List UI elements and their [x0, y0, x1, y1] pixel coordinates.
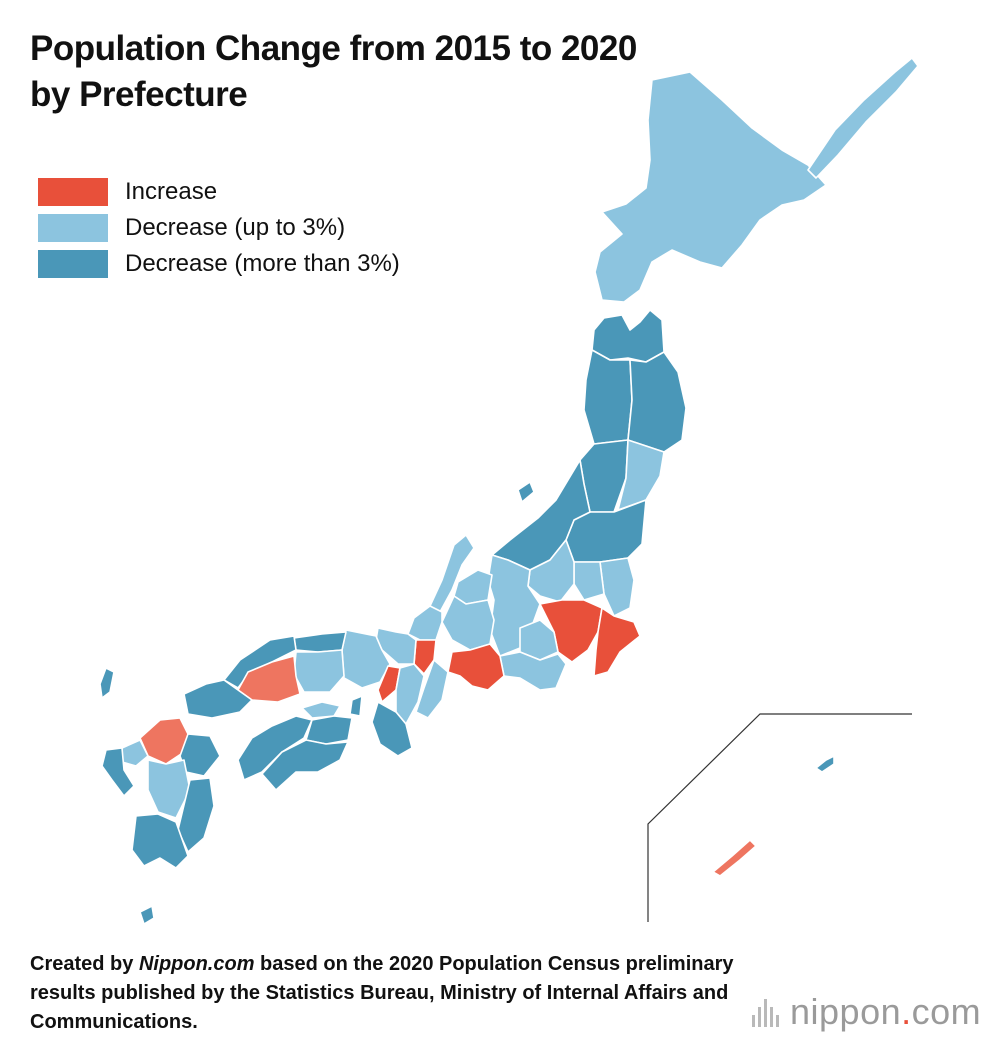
legend-item-increase: Increase [38, 174, 400, 210]
region-iwate [627, 351, 687, 453]
source-note: Created by Nippon.com based on the 2020 … [30, 950, 750, 1037]
title-line-2: by Prefecture [30, 75, 248, 114]
region-niigata-sado [517, 481, 535, 503]
region-kumamoto [147, 759, 191, 819]
region-kochi [261, 739, 349, 791]
legend-label-decrease-large: Decrease (more than 3%) [125, 250, 400, 277]
region-okayama [293, 649, 345, 693]
region-kagoshima [131, 813, 189, 869]
region-amami [815, 755, 835, 773]
bars-icon [752, 997, 782, 1027]
nippon-logo: nippon.com [752, 992, 981, 1032]
region-osaka [377, 665, 401, 703]
region-hokkaido [594, 71, 827, 303]
logo-text: nippon.com [790, 992, 981, 1032]
region-ibaraki [599, 557, 635, 617]
legend-swatch-decrease-small [38, 214, 108, 242]
region-tokushima [305, 715, 353, 745]
region-nara [395, 663, 425, 725]
legend-swatch-decrease-large [38, 250, 108, 278]
legend-label-increase: Increase [125, 178, 218, 205]
source-rest: based on the 2020 Population Census prel… [30, 953, 734, 1033]
source-publisher: Nippon.com [138, 953, 255, 975]
legend-item-decrease-small: Decrease (up to 3%) [38, 210, 400, 246]
logo-name: nippon [790, 991, 902, 1032]
region-mie [415, 659, 449, 719]
region-hokkaido-kurils [807, 57, 919, 179]
region-ehime [237, 715, 313, 781]
source-prefix: Created by [30, 953, 139, 975]
legend-label-decrease-small: Decrease (up to 3%) [125, 214, 346, 241]
region-kagawa [301, 701, 341, 719]
region-awaji [349, 695, 363, 717]
region-fukui [407, 605, 443, 641]
title-line-1: Population Change from 2015 to 2020 [30, 29, 637, 68]
region-tochigi [573, 561, 605, 601]
region-tsushima [99, 667, 115, 699]
chart-title: Population Change from 2015 to 2020 by P… [30, 26, 637, 118]
region-tottori [293, 631, 347, 653]
region-gifu [441, 595, 495, 651]
region-chiba [593, 607, 641, 677]
region-aichi [447, 643, 505, 691]
region-yakushima [139, 905, 155, 925]
legend-swatch-increase [38, 178, 108, 206]
region-gunma [527, 539, 575, 603]
region-ishikawa [429, 534, 475, 613]
region-oita [179, 733, 221, 777]
region-nagasaki [101, 747, 135, 797]
region-yamaguchi [183, 679, 253, 719]
legend-item-decrease-large: Decrease (more than 3%) [38, 246, 400, 282]
region-wakayama [371, 701, 413, 757]
region-okinawa [712, 839, 757, 877]
inset-frame-line [647, 713, 912, 922]
region-akita [583, 349, 633, 445]
region-shizuoka [499, 651, 567, 691]
region-aomori [591, 309, 665, 363]
logo-dot: . [901, 991, 912, 1032]
logo-tld: com [911, 991, 982, 1032]
legend: Increase Decrease (up to 3%) Decrease (m… [38, 174, 400, 282]
